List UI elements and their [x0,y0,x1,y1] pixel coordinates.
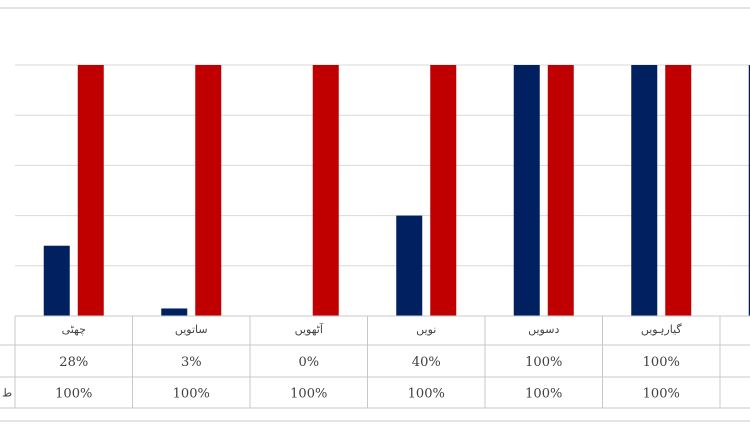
bar-series-2 [430,65,457,316]
bar-series-1 [631,65,658,316]
data-table-cell: 100% [643,387,680,402]
data-table-cell: 100% [173,387,210,402]
bar-series-1 [513,65,540,316]
bar-series-1 [396,215,423,316]
bar-series-2 [195,65,222,316]
data-table-cell: 100% [643,355,680,370]
category-label: چھٹی [62,323,86,336]
bar-series-2 [312,65,339,316]
data-table-cell: 40% [412,355,441,370]
data-table-cell: 0% [298,355,319,370]
data-table-cell: 100% [525,355,562,370]
data-table-cell: 3% [181,355,202,370]
data-table-cell: 28% [59,355,88,370]
category-label: گیارہویں [641,323,683,336]
data-table-cell: 100% [290,387,327,402]
data-table-cell: 100% [55,387,92,402]
bar-series-1 [161,308,188,316]
category-label: ساتویں [175,323,208,336]
bar-series-1 [43,245,70,316]
data-table-cell: 100% [525,387,562,402]
category-label: نویں [416,323,436,336]
bar-series-1 [748,65,750,316]
bar-series-2 [77,65,104,316]
row-key-label: ط [2,387,12,400]
bar-series-2 [547,65,574,316]
data-table-cell: 100% [408,387,445,402]
category-label: آٹھویں [295,322,324,336]
category-label: دسویں [528,323,559,336]
bar-series-2 [665,65,692,316]
